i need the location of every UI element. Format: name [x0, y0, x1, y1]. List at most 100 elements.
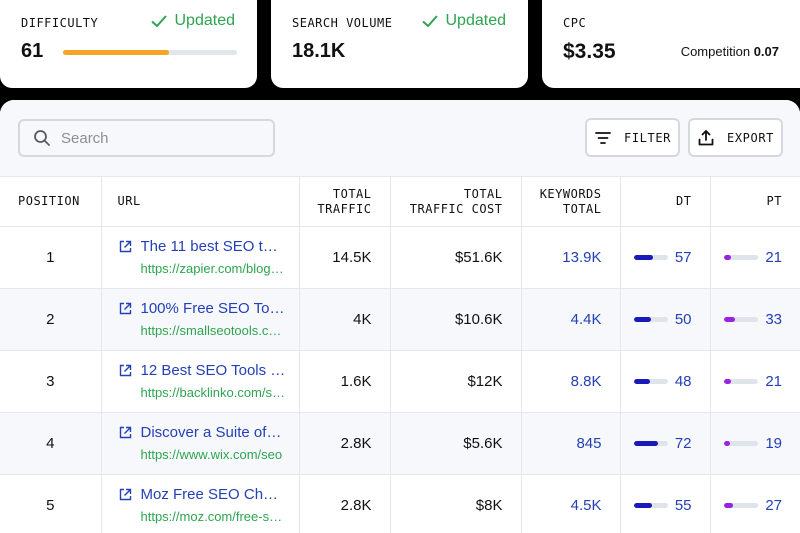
external-link-icon[interactable]: [119, 302, 132, 315]
external-link-icon[interactable]: [119, 426, 132, 439]
competition-label: Competition: [680, 44, 751, 59]
dt-value[interactable]: 57: [674, 249, 692, 266]
dt-value[interactable]: 55: [674, 497, 692, 514]
export-button[interactable]: EXPORT: [688, 118, 783, 157]
pt-value[interactable]: 21: [765, 249, 782, 266]
filter-button[interactable]: FILTER: [585, 118, 680, 157]
keywords-value[interactable]: 4.4K: [570, 311, 602, 328]
dt-cell: 72: [620, 412, 711, 475]
external-link-icon[interactable]: [119, 488, 132, 501]
result-url-link[interactable]: https://www.wix.com/seo: [140, 447, 283, 462]
position-value: 4: [46, 435, 55, 452]
external-link-icon[interactable]: [119, 364, 132, 377]
difficulty-status-text: Updated: [174, 12, 236, 29]
table-row[interactable]: 2 100% Free SEO Tools https://smallseotool…: [0, 288, 800, 351]
column-header-keywords-line2: TOTAL: [562, 201, 602, 216]
traffic-cost-cell: $10.6K: [390, 288, 522, 351]
column-header-traffic-cost[interactable]: TOTAL TRAFFIC COST: [390, 176, 522, 227]
column-header-dt[interactable]: DT: [620, 176, 711, 227]
pt-value[interactable]: 27: [765, 497, 782, 514]
table-row[interactable]: 5 Moz Free SEO Checker https://moz.com/fre…: [0, 474, 800, 533]
table-header-row: POSITION URL TOTAL TRAFFIC TOTAL TRAFFIC…: [0, 176, 800, 227]
keywords-value[interactable]: 13.9K: [562, 249, 602, 266]
pt-value[interactable]: 19: [765, 435, 782, 452]
traffic-cost-value: $51.6K: [454, 249, 503, 266]
difficulty-label: DIFFICULTY: [21, 16, 99, 30]
search-input[interactable]: [61, 129, 251, 147]
export-button-label: EXPORT: [727, 130, 774, 145]
traffic-cell: 14.5K: [299, 226, 391, 289]
difficulty-progress-bar: [63, 50, 237, 55]
keywords-cell: 845: [521, 412, 621, 475]
pt-value[interactable]: 33: [765, 311, 782, 328]
position-value: 5: [46, 497, 55, 514]
cpc-card: CPC $3.35 Competition 0.07: [542, 0, 800, 88]
result-title-link[interactable]: The 11 best SEO tools: [140, 238, 286, 255]
column-header-url-label: URL: [117, 194, 141, 208]
table-toolbar: FILTER EXPORT: [0, 100, 800, 176]
dt-value[interactable]: 48: [674, 373, 692, 390]
traffic-cell: 2.8K: [299, 474, 391, 533]
filter-icon: [595, 131, 611, 144]
pt-bar-fill: [724, 255, 732, 260]
position-cell: 4: [0, 412, 102, 475]
table-row[interactable]: 3 12 Best SEO Tools for https://backlinko.…: [0, 350, 800, 413]
traffic-value: 1.6K: [340, 373, 372, 390]
dt-bar-fill: [633, 503, 653, 508]
keywords-value[interactable]: 8.8K: [570, 373, 602, 390]
result-url-link[interactable]: https://backlinko.com/seo-tools: [140, 385, 286, 400]
table-row[interactable]: 4 Discover a Suite of Free https://www.wix…: [0, 412, 800, 475]
pt-bar: [724, 379, 758, 384]
url-cell: Moz Free SEO Checker https://moz.com/free…: [101, 474, 300, 533]
position-cell: 3: [0, 350, 102, 413]
result-title-link[interactable]: Moz Free SEO Checker: [140, 486, 286, 503]
traffic-value: 4K: [353, 311, 372, 328]
search-box[interactable]: [18, 119, 275, 157]
table-row[interactable]: 1 The 11 best SEO tools https://zapier.com…: [0, 226, 800, 289]
column-header-url[interactable]: URL: [101, 176, 300, 227]
keywords-cell: 8.8K: [521, 350, 621, 413]
external-link-icon[interactable]: [119, 240, 132, 253]
dt-bar: [633, 503, 668, 508]
search-volume-label: SEARCH VOLUME: [292, 16, 393, 30]
cpc-label: CPC: [563, 16, 587, 30]
column-header-position[interactable]: POSITION: [0, 176, 102, 227]
column-header-pt[interactable]: PT: [710, 176, 800, 227]
position-cell: 2: [0, 288, 102, 351]
column-header-keywords-total[interactable]: KEYWORDS TOTAL: [521, 176, 621, 227]
result-url-link[interactable]: https://zapier.com/blog/best-seo-tools/: [140, 261, 286, 276]
pt-bar-fill: [724, 441, 731, 446]
position-cell: 1: [0, 226, 102, 289]
dt-bar-fill: [633, 317, 651, 322]
traffic-value: 2.8K: [340, 497, 372, 514]
keywords-value[interactable]: 4.5K: [570, 497, 602, 514]
dt-value[interactable]: 50: [674, 311, 692, 328]
serp-table: POSITION URL TOTAL TRAFFIC TOTAL TRAFFIC…: [0, 176, 800, 533]
column-header-total-traffic-line1: TOTAL: [332, 186, 372, 201]
result-title-link[interactable]: Discover a Suite of Free: [140, 424, 286, 441]
result-title-link[interactable]: 100% Free SEO Tools: [140, 300, 286, 317]
column-header-keywords-line1: KEYWORDS: [539, 186, 602, 201]
url-cell: The 11 best SEO tools https://zapier.com/…: [101, 226, 300, 289]
result-url-link[interactable]: https://moz.com/free-seo-tools: [140, 509, 286, 524]
checkmark-icon: [150, 15, 167, 28]
keywords-value[interactable]: 845: [576, 435, 602, 452]
search-volume-value: 18.1K: [292, 40, 346, 62]
pt-cell: 27: [710, 474, 800, 533]
result-url-link[interactable]: https://smallseotools.com/: [140, 323, 286, 338]
search-volume-card: SEARCH VOLUME Updated 18.1K: [271, 0, 528, 88]
dt-bar: [633, 441, 668, 446]
result-title-link[interactable]: 12 Best SEO Tools for: [140, 362, 286, 379]
column-header-total-traffic[interactable]: TOTAL TRAFFIC: [299, 176, 391, 227]
pt-cell: 33: [710, 288, 800, 351]
traffic-cell: 1.6K: [299, 350, 391, 413]
column-header-dt-label: DT: [676, 194, 692, 208]
pt-cell: 21: [710, 226, 800, 289]
dt-value[interactable]: 72: [674, 435, 692, 452]
pt-bar: [724, 255, 758, 260]
column-header-position-label: POSITION: [18, 194, 80, 208]
cpc-value: $3.35: [563, 40, 616, 63]
column-header-traffic-cost-line2: TRAFFIC COST: [409, 201, 503, 216]
traffic-cost-cell: $8K: [390, 474, 522, 533]
pt-value[interactable]: 21: [765, 373, 782, 390]
